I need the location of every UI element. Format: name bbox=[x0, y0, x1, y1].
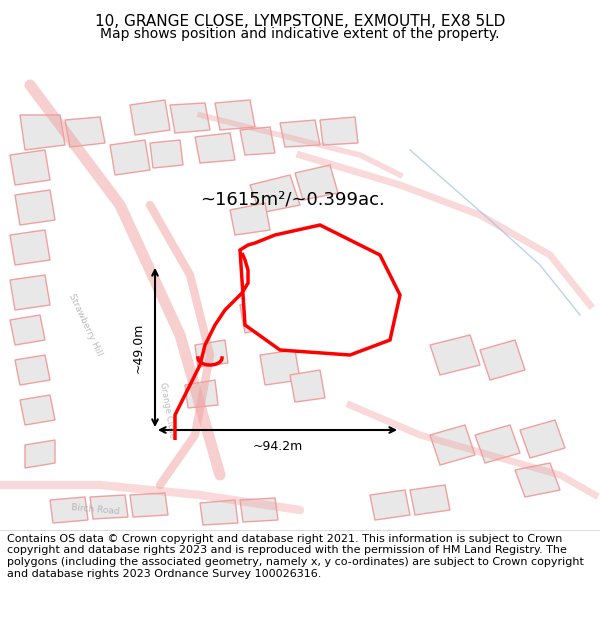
Polygon shape bbox=[480, 340, 525, 380]
Polygon shape bbox=[15, 355, 50, 385]
Polygon shape bbox=[410, 485, 450, 515]
Polygon shape bbox=[110, 140, 150, 175]
Polygon shape bbox=[170, 103, 210, 133]
Polygon shape bbox=[280, 292, 315, 323]
Polygon shape bbox=[10, 150, 50, 185]
Polygon shape bbox=[430, 425, 475, 465]
Polygon shape bbox=[250, 175, 300, 213]
Polygon shape bbox=[370, 490, 410, 520]
Polygon shape bbox=[10, 230, 50, 265]
Polygon shape bbox=[295, 165, 338, 200]
Polygon shape bbox=[25, 440, 55, 468]
Polygon shape bbox=[130, 493, 168, 517]
Polygon shape bbox=[260, 350, 300, 385]
Polygon shape bbox=[320, 117, 358, 145]
Polygon shape bbox=[195, 133, 235, 163]
Polygon shape bbox=[195, 340, 228, 367]
Text: Contains OS data © Crown copyright and database right 2021. This information is : Contains OS data © Crown copyright and d… bbox=[7, 534, 584, 579]
Polygon shape bbox=[130, 100, 170, 135]
Polygon shape bbox=[475, 425, 520, 463]
Polygon shape bbox=[50, 497, 88, 523]
Text: Strawberry Hill: Strawberry Hill bbox=[67, 292, 103, 357]
Polygon shape bbox=[150, 140, 183, 168]
Polygon shape bbox=[240, 127, 275, 155]
Polygon shape bbox=[185, 380, 218, 408]
Text: ~1615m²/~0.399ac.: ~1615m²/~0.399ac. bbox=[200, 191, 385, 209]
Polygon shape bbox=[520, 420, 565, 458]
Text: Grange Close: Grange Close bbox=[158, 381, 176, 439]
Polygon shape bbox=[215, 100, 255, 130]
Polygon shape bbox=[430, 335, 480, 375]
Polygon shape bbox=[200, 500, 238, 525]
Text: ~94.2m: ~94.2m bbox=[253, 440, 302, 453]
Text: 10: 10 bbox=[313, 281, 347, 309]
Polygon shape bbox=[240, 498, 278, 522]
Polygon shape bbox=[230, 203, 270, 235]
Polygon shape bbox=[280, 120, 320, 147]
Text: ~49.0m: ~49.0m bbox=[132, 322, 145, 372]
Polygon shape bbox=[290, 370, 325, 402]
Polygon shape bbox=[20, 115, 65, 150]
Polygon shape bbox=[10, 315, 45, 345]
Polygon shape bbox=[515, 463, 560, 497]
Polygon shape bbox=[20, 395, 55, 425]
Polygon shape bbox=[10, 275, 50, 310]
Polygon shape bbox=[65, 117, 105, 147]
Polygon shape bbox=[90, 495, 128, 519]
Polygon shape bbox=[15, 190, 55, 225]
Text: Birch Road: Birch Road bbox=[70, 503, 119, 517]
Polygon shape bbox=[240, 297, 280, 333]
Polygon shape bbox=[240, 225, 400, 355]
Text: 10, GRANGE CLOSE, LYMPSTONE, EXMOUTH, EX8 5LD: 10, GRANGE CLOSE, LYMPSTONE, EXMOUTH, EX… bbox=[95, 14, 505, 29]
Text: Map shows position and indicative extent of the property.: Map shows position and indicative extent… bbox=[100, 28, 500, 41]
